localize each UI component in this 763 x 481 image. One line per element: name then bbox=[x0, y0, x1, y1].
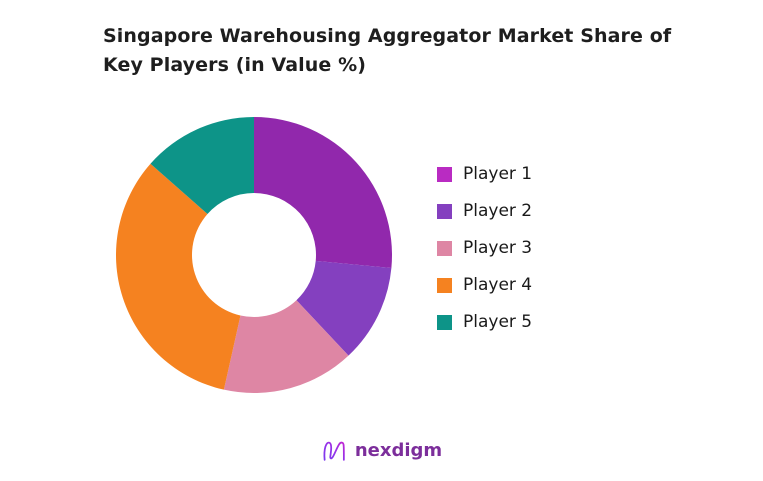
legend-item-player-3[interactable]: Player 3 bbox=[437, 238, 533, 258]
legend-swatch-player-2 bbox=[437, 204, 452, 219]
legend-label-player-3: Player 3 bbox=[463, 238, 533, 258]
legend-label-player-1: Player 1 bbox=[463, 164, 533, 184]
donut-chart-area bbox=[114, 115, 394, 395]
chart-title-line-2: Key Players (in Value %) bbox=[103, 54, 367, 76]
donut-chart bbox=[115, 117, 392, 393]
pie-slice-player-4[interactable] bbox=[115, 163, 241, 390]
chart-legend: Player 1 Player 2 Player 3 Player 4 Play… bbox=[437, 164, 533, 352]
legend-swatch-player-4 bbox=[437, 278, 452, 293]
legend-item-player-5[interactable]: Player 5 bbox=[437, 312, 533, 332]
legend-item-player-1[interactable]: Player 1 bbox=[437, 164, 533, 184]
legend-label-player-4: Player 4 bbox=[463, 275, 533, 295]
pie-slice-player-5[interactable] bbox=[150, 117, 254, 214]
chart-title-line-1: Singapore Warehousing Aggregator Market … bbox=[103, 25, 672, 47]
legend-swatch-player-5 bbox=[437, 315, 452, 330]
legend-item-player-2[interactable]: Player 2 bbox=[437, 201, 533, 221]
brand-name: nexdigm bbox=[354, 440, 443, 461]
chart-title: Singapore Warehousing Aggregator Market … bbox=[103, 22, 703, 80]
pie-slice-player-2[interactable] bbox=[296, 260, 392, 356]
nexdigm-logo-icon bbox=[323, 441, 345, 461]
legend-swatch-player-1 bbox=[437, 167, 452, 182]
legend-item-player-4[interactable]: Player 4 bbox=[437, 275, 533, 295]
legend-label-player-5: Player 5 bbox=[463, 312, 533, 332]
brand-footer: nexdigm bbox=[0, 438, 763, 463]
pie-slice-player-3[interactable] bbox=[223, 300, 349, 393]
pie-slice-player-1[interactable] bbox=[254, 117, 392, 268]
legend-label-player-2: Player 2 bbox=[463, 201, 533, 221]
legend-swatch-player-3 bbox=[437, 241, 452, 256]
